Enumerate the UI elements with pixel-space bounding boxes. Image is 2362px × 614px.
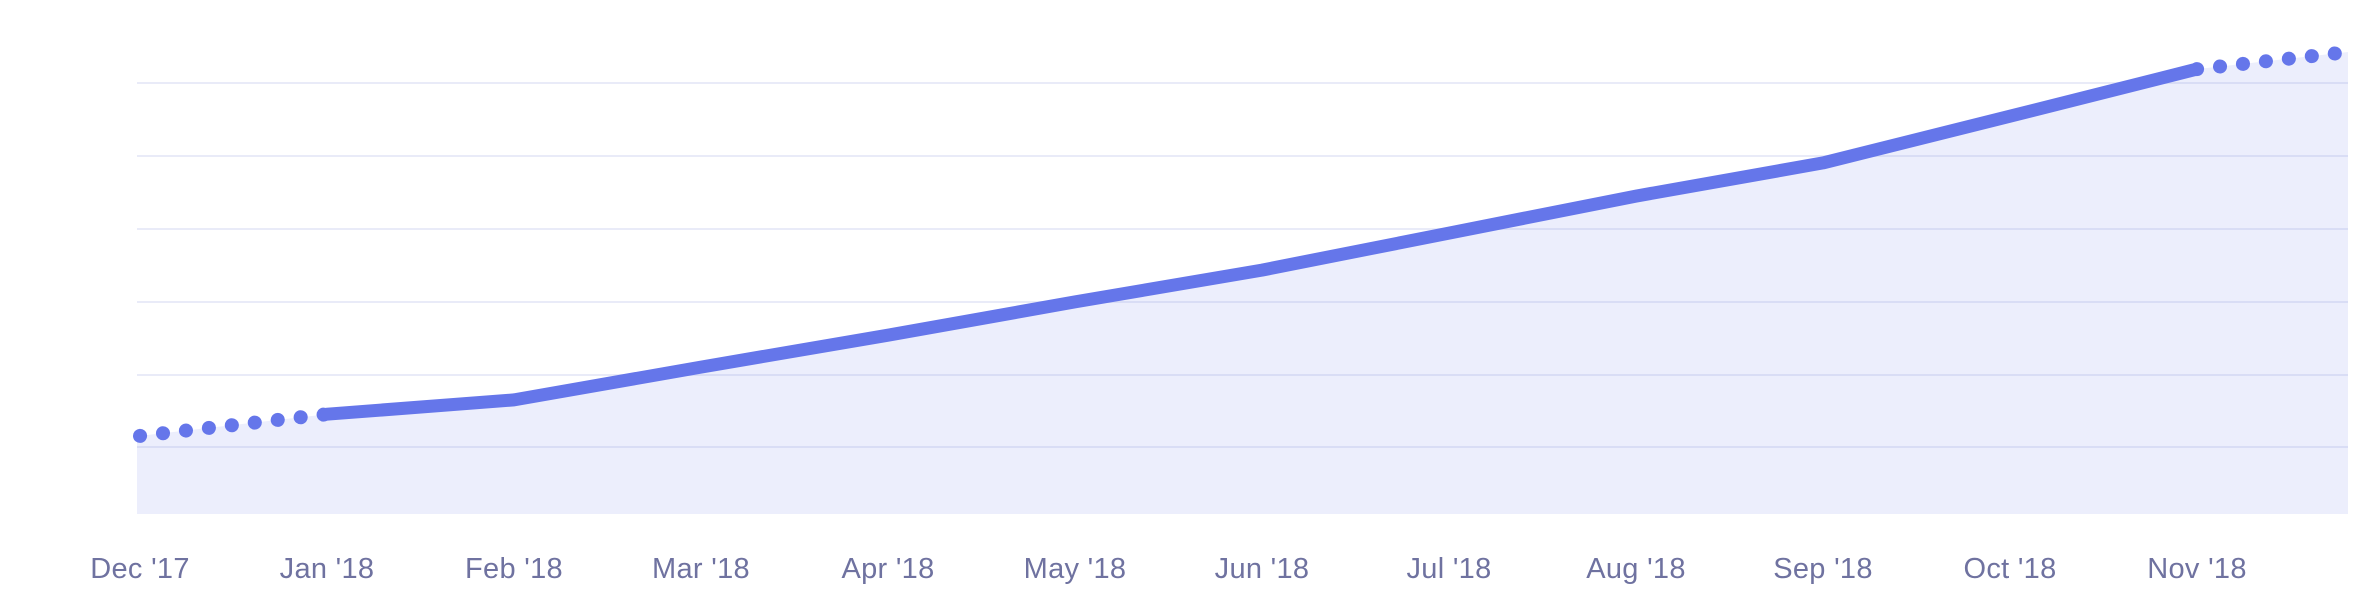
- trend-line-dotted-start: [133, 407, 334, 443]
- trend-line-dotted-end: [2190, 45, 2355, 77]
- area-fill: [137, 52, 2348, 514]
- trend-line-solid: [320, 62, 2204, 421]
